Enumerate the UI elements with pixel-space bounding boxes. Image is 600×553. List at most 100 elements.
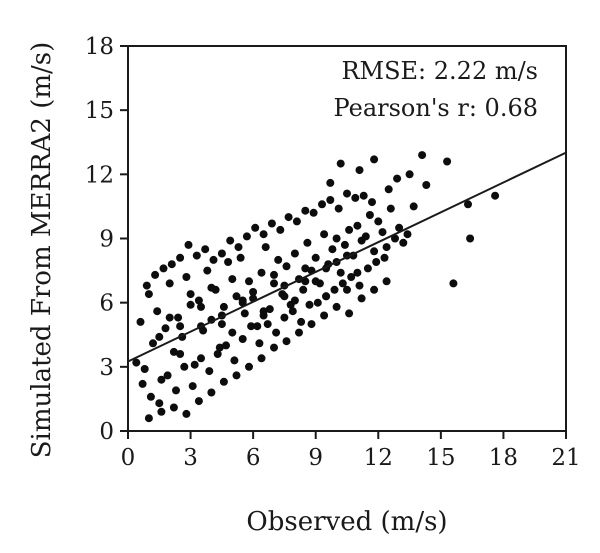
pearson-annotation: Pearson's r: 0.68 bbox=[334, 94, 538, 122]
data-point bbox=[370, 155, 379, 164]
data-point bbox=[399, 238, 408, 247]
data-point bbox=[382, 277, 391, 286]
data-point bbox=[228, 275, 237, 284]
x-tick-label: 12 bbox=[364, 445, 393, 471]
data-point bbox=[144, 414, 153, 423]
x-tick-label: 6 bbox=[246, 445, 261, 471]
data-point bbox=[174, 313, 183, 322]
data-point bbox=[245, 362, 253, 371]
data-point bbox=[165, 279, 174, 288]
data-point bbox=[336, 268, 345, 277]
data-point bbox=[201, 245, 210, 254]
data-point bbox=[209, 255, 218, 264]
data-point bbox=[186, 290, 195, 299]
data-point bbox=[151, 270, 160, 279]
data-point bbox=[378, 228, 387, 237]
data-point bbox=[217, 249, 226, 258]
data-point bbox=[182, 273, 191, 281]
data-point bbox=[182, 409, 191, 418]
data-point bbox=[247, 322, 256, 331]
data-point bbox=[270, 279, 278, 288]
data-point bbox=[320, 311, 329, 320]
data-point bbox=[374, 217, 383, 226]
data-point bbox=[257, 354, 266, 363]
data-point bbox=[418, 151, 427, 160]
data-point bbox=[284, 213, 293, 222]
data-point bbox=[136, 317, 145, 326]
data-point bbox=[270, 343, 278, 352]
data-point bbox=[290, 249, 299, 258]
data-point bbox=[259, 307, 268, 316]
data-point bbox=[466, 234, 475, 243]
data-point bbox=[163, 371, 172, 380]
data-point bbox=[224, 258, 233, 266]
data-point bbox=[347, 273, 356, 281]
data-point bbox=[384, 185, 393, 194]
data-point bbox=[290, 296, 299, 305]
data-point bbox=[395, 223, 404, 232]
data-point bbox=[464, 200, 472, 209]
data-point bbox=[230, 356, 239, 365]
data-point bbox=[203, 266, 212, 275]
data-point bbox=[338, 279, 347, 288]
data-point bbox=[357, 294, 366, 303]
x-tick-label: 15 bbox=[426, 445, 455, 471]
data-point bbox=[207, 283, 216, 292]
data-point bbox=[443, 157, 452, 166]
data-point bbox=[172, 386, 180, 395]
data-point bbox=[142, 281, 151, 290]
data-point bbox=[332, 234, 341, 243]
data-point bbox=[253, 322, 262, 331]
data-point bbox=[422, 181, 431, 189]
data-point bbox=[167, 260, 176, 269]
data-point bbox=[232, 292, 241, 301]
data-point bbox=[380, 253, 389, 262]
points-layer bbox=[132, 151, 500, 423]
ticks-layer bbox=[120, 45, 567, 439]
data-point bbox=[282, 337, 291, 346]
data-point bbox=[313, 298, 322, 307]
x-tick-label: 3 bbox=[183, 445, 198, 471]
x-axis-title: Observed (m/s) bbox=[246, 507, 447, 537]
data-point bbox=[318, 200, 326, 209]
data-point bbox=[184, 240, 193, 249]
data-point bbox=[234, 243, 243, 252]
data-point bbox=[265, 305, 274, 314]
x-tick-label: 9 bbox=[308, 445, 323, 471]
data-point bbox=[353, 221, 362, 230]
data-point bbox=[370, 285, 379, 294]
data-point bbox=[280, 292, 289, 301]
data-point bbox=[340, 240, 349, 249]
data-point bbox=[491, 191, 500, 200]
y-axis-title: Simulated From MERRA2 (m/s) bbox=[27, 42, 57, 459]
data-point bbox=[267, 219, 276, 228]
data-point bbox=[159, 264, 168, 273]
data-point bbox=[138, 379, 147, 388]
data-point bbox=[351, 193, 360, 202]
data-point bbox=[255, 339, 264, 348]
x-tick-label: 18 bbox=[489, 445, 518, 471]
data-point bbox=[311, 277, 320, 286]
data-point bbox=[219, 302, 228, 311]
data-point bbox=[332, 302, 341, 311]
data-point bbox=[345, 225, 354, 234]
data-point bbox=[236, 253, 245, 262]
data-point bbox=[301, 264, 310, 273]
data-point bbox=[215, 343, 224, 352]
data-point bbox=[328, 245, 337, 254]
data-point bbox=[297, 317, 306, 326]
data-point bbox=[238, 335, 247, 343]
data-point bbox=[222, 341, 230, 350]
data-point bbox=[155, 399, 164, 408]
data-point bbox=[274, 255, 283, 264]
tick-labels-layer: 0 3 6 9 12 15 18 21 0 3 6 9 12 15 18 bbox=[85, 34, 581, 471]
data-point bbox=[226, 236, 235, 245]
data-point bbox=[149, 339, 157, 348]
data-point bbox=[320, 230, 329, 239]
data-point bbox=[405, 170, 414, 179]
data-point bbox=[238, 296, 247, 305]
data-point bbox=[213, 350, 222, 358]
data-point bbox=[355, 281, 364, 290]
data-point bbox=[207, 388, 216, 397]
data-point bbox=[353, 268, 362, 277]
